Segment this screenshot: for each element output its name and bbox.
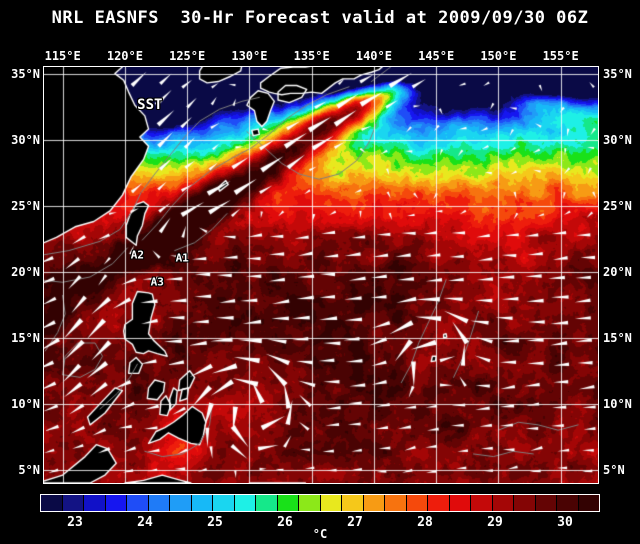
colorbar-cell-6[interactable] bbox=[170, 495, 192, 511]
colorbar-cell-13[interactable] bbox=[320, 495, 342, 511]
colorbar-cell-25[interactable] bbox=[578, 495, 599, 511]
colorbar-unit-label: °C bbox=[312, 527, 328, 541]
colorbar-cell-12[interactable] bbox=[299, 495, 321, 511]
lat-tick-right-30: 30°N bbox=[603, 132, 632, 147]
colorbar-cell-15[interactable] bbox=[363, 495, 385, 511]
colorbar-tick-29: 29 bbox=[487, 515, 503, 530]
lon-tick-130: 130°E bbox=[231, 49, 268, 63]
lon-tick-140: 140°E bbox=[355, 49, 392, 63]
lat-tick-left-25: 25°N bbox=[11, 198, 40, 213]
colorbar-cell-23[interactable] bbox=[535, 495, 557, 511]
lon-tick-150: 150°E bbox=[480, 49, 517, 63]
lat-tick-right-35: 35°N bbox=[603, 66, 632, 81]
colorbar-cell-20[interactable] bbox=[471, 495, 493, 511]
colorbar-tick-24: 24 bbox=[137, 515, 153, 530]
colorbar-cell-10[interactable] bbox=[256, 495, 278, 511]
colorbar-cell-8[interactable] bbox=[213, 495, 235, 511]
colorbar[interactable] bbox=[40, 494, 600, 512]
page-title: NRL EASNFS 30-Hr Forecast valid at 2009/… bbox=[51, 8, 589, 28]
lat-tick-left-10: 10°N bbox=[11, 396, 40, 411]
colorbar-tick-26: 26 bbox=[277, 515, 293, 530]
lat-tick-right-25: 25°N bbox=[603, 198, 632, 213]
colorbar-cell-22[interactable] bbox=[514, 495, 536, 511]
colorbar-tick-28: 28 bbox=[417, 515, 433, 530]
lat-tick-right-20: 20°N bbox=[603, 264, 632, 279]
lat-tick-right-15: 15°N bbox=[603, 330, 632, 345]
lon-tick-115: 115°E bbox=[44, 49, 81, 63]
colorbar-tick-23: 23 bbox=[67, 515, 83, 530]
lat-tick-left-5: 5°N bbox=[18, 462, 40, 477]
colorbar-cell-11[interactable] bbox=[277, 495, 299, 511]
lon-tick-135: 135°E bbox=[293, 49, 330, 63]
colorbar-cell-21[interactable] bbox=[492, 495, 514, 511]
sst-map[interactable] bbox=[44, 67, 598, 483]
colorbar-gradient[interactable] bbox=[40, 494, 600, 512]
colorbar-cell-14[interactable] bbox=[342, 495, 364, 511]
sst-map-canvas[interactable] bbox=[44, 67, 598, 483]
colorbar-cell-17[interactable] bbox=[406, 495, 428, 511]
colorbar-cell-1[interactable] bbox=[62, 495, 84, 511]
lat-tick-left-20: 20°N bbox=[11, 264, 40, 279]
colorbar-cell-16[interactable] bbox=[385, 495, 407, 511]
lat-tick-left-30: 30°N bbox=[11, 132, 40, 147]
lat-tick-right-10: 10°N bbox=[603, 396, 632, 411]
lon-tick-145: 145°E bbox=[418, 49, 455, 63]
colorbar-cell-4[interactable] bbox=[127, 495, 149, 511]
colorbar-cell-18[interactable] bbox=[428, 495, 450, 511]
lon-tick-125: 125°E bbox=[169, 49, 206, 63]
colorbar-cell-7[interactable] bbox=[191, 495, 213, 511]
lat-tick-right-5: 5°N bbox=[603, 462, 625, 477]
colorbar-cell-0[interactable] bbox=[41, 495, 63, 511]
colorbar-cell-9[interactable] bbox=[234, 495, 256, 511]
colorbar-tick-25: 25 bbox=[207, 515, 223, 530]
colorbar-cell-2[interactable] bbox=[84, 495, 106, 511]
colorbar-cell-24[interactable] bbox=[557, 495, 579, 511]
colorbar-tick-27: 27 bbox=[347, 515, 363, 530]
lon-tick-155: 155°E bbox=[542, 49, 579, 63]
colorbar-tick-30: 30 bbox=[557, 515, 573, 530]
colorbar-cell-19[interactable] bbox=[449, 495, 471, 511]
lat-tick-left-15: 15°N bbox=[11, 330, 40, 345]
lat-tick-left-35: 35°N bbox=[11, 66, 40, 81]
colorbar-cell-3[interactable] bbox=[105, 495, 127, 511]
lon-tick-120: 120°E bbox=[106, 49, 143, 63]
colorbar-cell-5[interactable] bbox=[148, 495, 170, 511]
